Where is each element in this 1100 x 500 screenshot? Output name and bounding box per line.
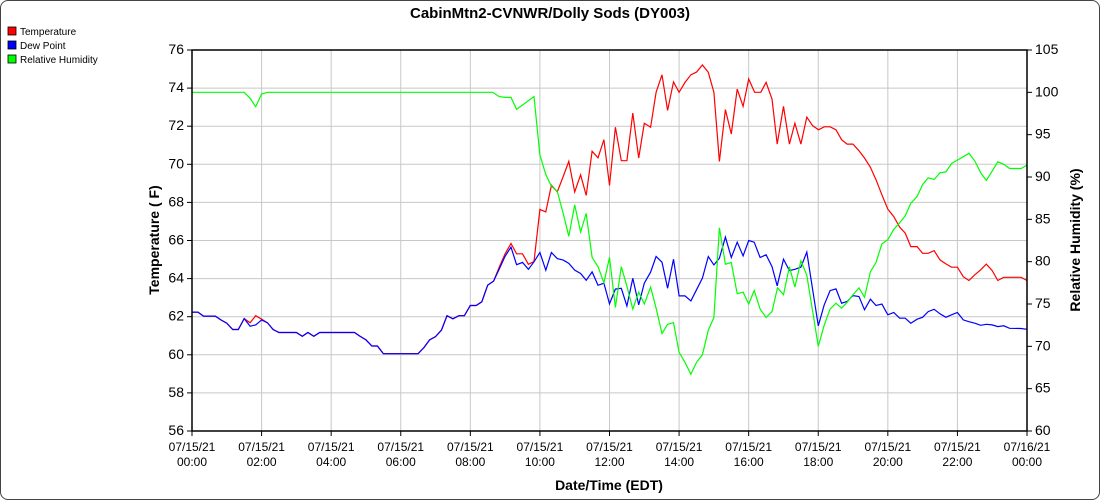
x-tick-date: 07/16/21	[1004, 440, 1051, 454]
x-tick-time: 02:00	[247, 455, 277, 469]
x-tick-date: 07/15/21	[795, 440, 842, 454]
x-tick-date: 07/15/21	[586, 440, 633, 454]
y2-tick-label: 80	[1035, 253, 1051, 269]
chart-title: CabinMtn2-CVNWR/Dolly Sods (DY003)	[410, 5, 690, 22]
y-tick-label: 68	[168, 193, 184, 209]
legend: Temperature Dew Point Relative Humidity	[7, 26, 98, 66]
grid	[191, 49, 1028, 432]
y2-tick-label: 105	[1035, 41, 1059, 57]
x-tick-time: 10:00	[525, 455, 555, 469]
x-axis-label: Date/Time (EDT)	[555, 477, 663, 493]
legend-label: Dew Point	[20, 41, 66, 52]
x-tick-date: 07/15/21	[377, 440, 424, 454]
axes: 56 58 60 62 64 66 68 70 72 74 76 60 65 70 75 80 85 90 95 10…	[168, 41, 1058, 469]
legend-label: Relative Humidity	[20, 55, 98, 66]
x-tick-time: 20:00	[873, 455, 903, 469]
x-tick-time: 12:00	[594, 455, 624, 469]
y2-tick-label: 90	[1035, 168, 1051, 184]
x-tick-date: 07/15/21	[864, 440, 911, 454]
series-line-dew-point	[192, 234, 1028, 355]
y2-tick-label: 65	[1035, 380, 1051, 396]
plot-area-border	[191, 49, 1028, 432]
x-tick-time: 00:00	[177, 455, 207, 469]
y-tick-label: 58	[168, 384, 184, 400]
x-tick-time: 22:00	[942, 455, 972, 469]
legend-swatch	[7, 26, 17, 36]
x-tick-time: 18:00	[803, 455, 833, 469]
x-tick-date: 07/15/21	[934, 440, 981, 454]
y2-tick-label: 95	[1035, 126, 1051, 142]
y-tick-label: 74	[168, 79, 184, 95]
y2-tick-label: 70	[1035, 337, 1051, 353]
y-tick-label: 60	[168, 346, 184, 362]
x-tick-date: 07/15/21	[656, 440, 703, 454]
x-tick-date: 07/15/21	[308, 440, 355, 454]
y-tick-label: 72	[168, 117, 184, 133]
y-tick-label: 76	[168, 41, 184, 57]
y-tick-label: 66	[168, 232, 184, 248]
x-tick-date: 07/15/21	[517, 440, 564, 454]
series-line-relative-humidity	[192, 91, 1028, 376]
y-tick-label: 56	[168, 422, 184, 438]
y-axis-label: Temperature ( F)	[146, 185, 162, 294]
y2-tick-label: 60	[1035, 422, 1051, 438]
y-tick-label: 62	[168, 308, 184, 324]
series-lines	[192, 64, 1028, 376]
x-tick-date: 07/15/21	[169, 440, 216, 454]
legend-label: Temperature	[20, 27, 77, 38]
x-tick-date: 07/15/21	[238, 440, 285, 454]
x-tick-date: 07/15/21	[725, 440, 772, 454]
y2-tick-label: 75	[1035, 295, 1051, 311]
y2-axis-label: Relative Humidity (%)	[1067, 168, 1083, 311]
x-tick-date: 07/15/21	[447, 440, 494, 454]
legend-swatch	[7, 54, 17, 64]
y-tick-label: 70	[168, 155, 184, 171]
x-tick-time: 04:00	[316, 455, 346, 469]
y2-tick-label: 100	[1035, 83, 1059, 99]
y-tick-label: 64	[168, 270, 184, 286]
x-tick-time: 16:00	[734, 455, 764, 469]
x-tick-time: 06:00	[386, 455, 416, 469]
x-tick-time: 14:00	[664, 455, 694, 469]
y2-tick-label: 85	[1035, 210, 1051, 226]
x-tick-time: 00:00	[1012, 455, 1042, 469]
x-tick-time: 08:00	[455, 455, 485, 469]
legend-swatch	[7, 40, 17, 50]
